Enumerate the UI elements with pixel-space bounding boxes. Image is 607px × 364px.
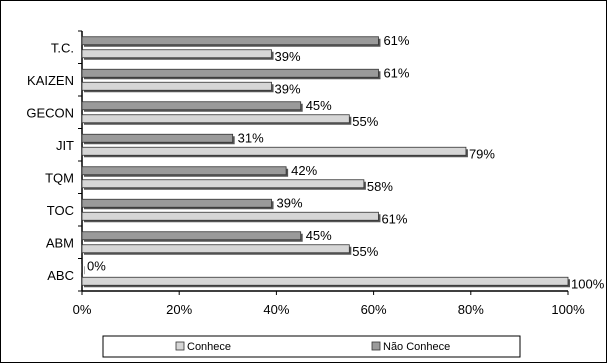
bar-conhece: [81, 114, 352, 125]
bar-conhece: [81, 211, 381, 223]
data-label-conhece: 55%: [352, 114, 378, 129]
data-label-conhece: 79%: [469, 146, 495, 161]
data-label-nao-conhece: 31%: [238, 130, 264, 145]
bar-nao-conhece: [81, 36, 381, 47]
category-label: TQM: [45, 170, 74, 185]
category-label: ABM: [46, 235, 74, 250]
data-label-nao-conhece: 0%: [87, 258, 106, 273]
bar-conhece-face: [81, 146, 467, 156]
bar-conhece-face: [81, 114, 350, 124]
bar-nao-conhece-face: [81, 68, 379, 78]
category-label: JIT: [56, 138, 74, 153]
data-label-conhece: 61%: [381, 211, 407, 226]
bar-nao-conhece: [81, 166, 289, 177]
category-label: KAIZEN: [27, 73, 74, 88]
bar-conhece: [81, 244, 352, 255]
data-label-nao-conhece: 39%: [277, 195, 303, 210]
bar-conhece: [81, 179, 366, 190]
plot-area: 0% 20% 40% 60% 80% 100% T.C. 61% 39% KAIZEN 61% 39%…: [26, 30, 605, 317]
bar-nao-conhece-face: [81, 263, 83, 273]
bar-conhece: [81, 81, 274, 93]
legend-swatch: [175, 341, 185, 351]
bar-nao-conhece-face: [81, 198, 272, 208]
bar-conhece-face: [81, 49, 272, 59]
bar-nao-conhece: [81, 68, 381, 80]
data-label-nao-conhece: 61%: [383, 65, 409, 80]
bar-nao-conhece-shadow: [84, 266, 85, 275]
category-label: T.C.: [51, 40, 74, 55]
bar-nao-conhece-face: [81, 36, 379, 46]
bar-nao-conhece: [81, 133, 235, 145]
category-label: TOC: [47, 203, 74, 218]
bar-conhece: [81, 146, 468, 158]
legend-label: Conhece: [187, 341, 231, 353]
category-label: GECON: [26, 105, 74, 120]
bar-nao-conhece-face: [81, 166, 287, 176]
bar-nao-conhece: [81, 101, 303, 112]
legend-label: Não Conhece: [383, 341, 450, 353]
data-label-conhece: 100%: [571, 276, 605, 291]
x-tick-label: 0%: [73, 302, 92, 317]
bar-conhece: [81, 276, 570, 288]
legend-box: [102, 335, 521, 358]
x-tick-label: 100%: [551, 302, 585, 317]
bar-nao-conhece: [81, 263, 85, 275]
data-label-conhece: 39%: [275, 49, 301, 64]
bar-nao-conhece: [81, 198, 274, 210]
data-label-conhece: 55%: [352, 244, 378, 259]
data-label-nao-conhece: 42%: [291, 163, 317, 178]
legend-swatch: [371, 341, 381, 351]
bar-conhece-face: [81, 276, 569, 286]
bar-nao-conhece-face: [81, 133, 234, 143]
bar-conhece-face: [81, 211, 379, 221]
bar-nao-conhece-face: [81, 231, 302, 241]
data-label-nao-conhece: 45%: [306, 228, 332, 243]
data-label-nao-conhece: 61%: [383, 33, 409, 48]
bar-nao-conhece-face: [81, 101, 302, 111]
data-label-nao-conhece: 45%: [306, 98, 332, 113]
x-tick-label: 40%: [263, 302, 289, 317]
category-label: ABC: [47, 268, 74, 283]
bar-conhece-face: [81, 81, 272, 91]
legend: Conhece Não Conhece: [102, 335, 521, 358]
data-label-conhece: 39%: [275, 81, 301, 96]
bar-nao-conhece: [81, 231, 303, 242]
x-tick-label: 60%: [361, 302, 387, 317]
x-tick-label: 20%: [166, 302, 192, 317]
data-label-conhece: 58%: [367, 179, 393, 194]
bar-conhece-face: [81, 244, 350, 254]
bar-conhece-face: [81, 179, 365, 189]
bar-conhece: [81, 49, 274, 60]
x-tick-label: 80%: [458, 302, 484, 317]
